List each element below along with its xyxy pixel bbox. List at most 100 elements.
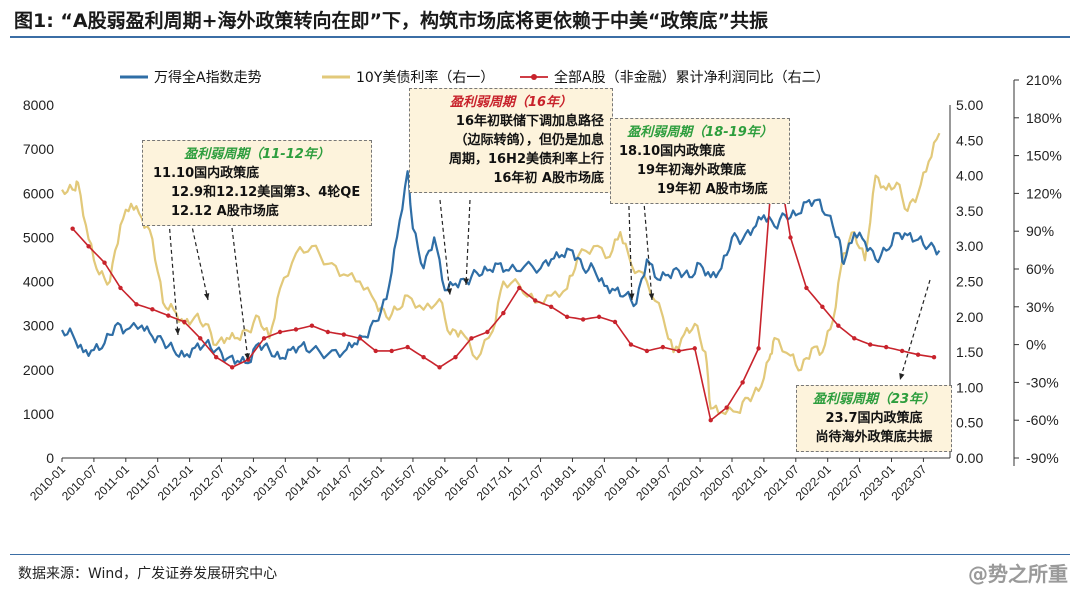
- y-right2-tick-label: -60%: [1026, 412, 1059, 428]
- footer-divider: [10, 554, 1070, 555]
- callout-line: 12.9和12.12美国第3、4轮QE: [171, 185, 361, 200]
- series-point-right2: [373, 348, 378, 354]
- annotation-arrowhead: [463, 278, 470, 285]
- title-divider: [10, 36, 1070, 38]
- y-left-tick-label: 1000: [23, 406, 54, 422]
- series-point-right2: [485, 329, 490, 335]
- series-point-right2: [692, 346, 697, 351]
- y-right2-tick-label: 210%: [1026, 72, 1062, 88]
- series-point-right2: [548, 304, 554, 309]
- y-right2-tick-label: 60%: [1026, 261, 1054, 277]
- y-right1-tick-label: 4.00: [956, 168, 983, 184]
- legend-marker: [531, 74, 537, 80]
- annotation-arrowhead: [629, 293, 635, 300]
- callout-2023: 盈利弱周期（23年） 23.7国内政策底 尚待海外政策底共振: [796, 385, 952, 452]
- callout-2011-2012: 盈利弱周期（11-12年） 11.10国内政策底 12.9和12.12美国第3、…: [142, 140, 372, 226]
- series-point-right2: [724, 405, 729, 410]
- callout-line: 19年初海外政策底: [637, 163, 747, 178]
- series-point-right2: [564, 314, 570, 320]
- series-point-right2: [421, 355, 426, 360]
- series-point-right2: [756, 346, 761, 351]
- series-point-right2: [309, 323, 315, 328]
- y-right2-tick-label: -90%: [1026, 450, 1059, 466]
- annotation-arrowhead: [203, 293, 210, 300]
- series-line-right1: [61, 132, 941, 416]
- series-point-right2: [277, 329, 283, 335]
- series-point-right2: [341, 332, 347, 337]
- series-point-right2: [644, 348, 650, 354]
- series-point-right2: [836, 323, 841, 328]
- y-right2-tick-label: 0%: [1026, 337, 1046, 353]
- y-right1-tick-label: 4.50: [956, 132, 983, 148]
- callout-line: 18.10国内政策底: [619, 144, 726, 159]
- series-point-right2: [708, 418, 713, 423]
- y-right1-tick-label: 1.00: [956, 379, 983, 395]
- y-left-tick-label: 3000: [23, 318, 54, 334]
- annotation-arrow: [899, 279, 931, 381]
- series-point-right2: [453, 355, 458, 360]
- series-point-right2: [70, 226, 75, 231]
- series-point-right2: [931, 355, 937, 360]
- y-right2-tick-label: 90%: [1026, 223, 1054, 239]
- legend-label: 10Y美债利率（右一）: [356, 69, 494, 86]
- y-right2-tick-label: 120%: [1026, 185, 1062, 201]
- annotation-arrow: [167, 207, 179, 336]
- series-point-right2: [868, 342, 873, 347]
- callout-line: （边际转鸽），但仍是加息: [454, 133, 604, 148]
- y-left-tick-label: 0: [46, 450, 54, 466]
- series-point-right2: [405, 344, 410, 350]
- series-point-right2: [612, 319, 618, 325]
- annotation-arrowhead: [446, 288, 453, 295]
- annotation-arrowhead: [899, 373, 905, 380]
- callout-line: 11.10国内政策底: [153, 166, 260, 181]
- series-point-right2: [820, 304, 825, 309]
- y-right1-tick-label: 2.00: [956, 309, 983, 325]
- legend-label: 全部A股（非金融）累计净利润同比（右二）: [554, 69, 830, 86]
- annotation-arrowhead: [648, 293, 655, 300]
- series-point-right2: [261, 336, 267, 341]
- series-point-right2: [517, 285, 522, 291]
- series-point-right2: [883, 344, 889, 350]
- callout-title: 盈利弱周期（16年）: [449, 95, 573, 110]
- x-tick-label: 2023-07: [888, 462, 929, 503]
- series-point-right2: [899, 348, 905, 354]
- series-point-right2: [293, 327, 299, 332]
- series-point-right2: [804, 285, 809, 291]
- series-point-right2: [86, 244, 91, 249]
- y-left-tick-label: 5000: [23, 229, 54, 245]
- y-left-tick-label: 7000: [23, 141, 54, 157]
- series-point-right2: [628, 342, 634, 347]
- y-left-tick-label: 6000: [23, 185, 54, 201]
- series-point-right2: [214, 355, 219, 360]
- series-point-right2: [102, 260, 107, 265]
- series-point-right2: [596, 314, 602, 320]
- callout-line: 12.12 A股市场底: [171, 204, 279, 219]
- y-left-tick-label: 2000: [23, 362, 54, 378]
- y-right1-tick-label: 5.00: [956, 97, 983, 113]
- y-right1-tick-label: 3.50: [956, 203, 983, 219]
- series-line-left: [61, 170, 941, 365]
- series-point-right2: [437, 365, 442, 370]
- annotation-arrowhead: [174, 328, 181, 335]
- callout-title: 盈利弱周期（18-19年）: [627, 125, 773, 140]
- series-point-right2: [229, 365, 235, 370]
- y-right1-tick-label: 0.50: [956, 415, 983, 431]
- legend-label: 万得全A指数走势: [154, 69, 262, 86]
- series-point-right2: [852, 336, 857, 341]
- series-point-right2: [325, 329, 331, 335]
- callout-title: 盈利弱周期（11-12年）: [184, 147, 330, 162]
- series-point-right2: [134, 302, 139, 307]
- callout-2018-2019: 盈利弱周期（18-19年） 18.10国内政策底 19年初海外政策底 19年初 …: [610, 118, 790, 204]
- callout-line: 16年初 A股市场底: [493, 171, 604, 186]
- series-point-right2: [469, 336, 474, 341]
- y-right1-tick-label: 3.00: [956, 238, 983, 254]
- series-point-right2: [740, 380, 745, 385]
- annotation-arrow: [439, 199, 451, 296]
- y-right1-tick-label: 2.50: [956, 274, 983, 290]
- watermark: @势之所重: [968, 562, 1068, 586]
- callout-line: 尚待海外政策底共振: [815, 430, 933, 445]
- y-right1-tick-label: 1.50: [956, 344, 983, 360]
- y-right2-tick-label: -30%: [1026, 374, 1059, 390]
- y-right2-tick-label: 150%: [1026, 148, 1062, 164]
